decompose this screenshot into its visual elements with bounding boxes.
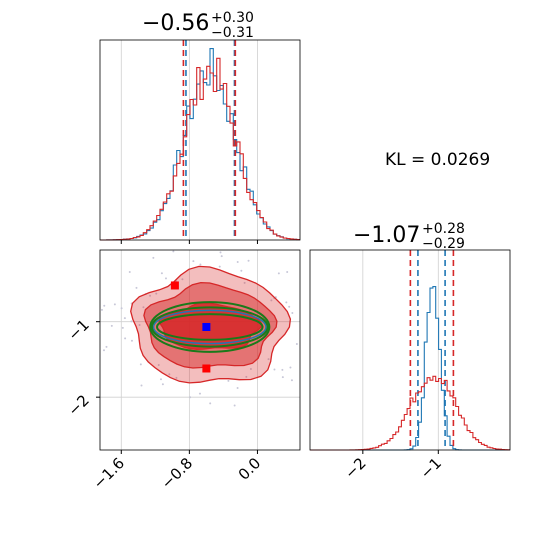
param2-median-label: −1.07 [353,223,420,248]
sample-point [164,277,167,280]
sample-point [189,396,192,399]
sample-point [192,260,195,263]
sample-point [130,339,133,342]
sample-point [181,278,184,281]
sample-point [247,259,250,262]
panel-frame [99,39,301,241]
sample-point [172,250,175,253]
truth-marker [202,322,211,331]
param2-lower-error: −0.29 [422,236,465,252]
tick-label: −1 [417,454,445,482]
sample-point [285,301,288,304]
param1-median-label: −0.56 [142,11,209,36]
sample-point [209,402,212,405]
tick-label: 0.0 [235,454,265,484]
sample-point [245,375,248,378]
sample-point [291,311,294,314]
sample-point [236,261,239,264]
sample-point [160,272,163,275]
sample-point [198,392,201,395]
sample-point [120,307,123,310]
sample-point [249,368,252,371]
sample-point [273,368,276,371]
tick-label: −1 [64,316,92,344]
sample-point [220,255,223,258]
sample-point [100,308,103,311]
sample-point [289,366,292,369]
sample-point [290,379,293,382]
sample-point [295,343,298,346]
sample-point [135,286,138,289]
sample-point [267,358,270,361]
panel-frame [309,249,511,451]
sample-point [175,376,178,379]
sample-point [102,349,105,352]
sample-point [168,373,171,376]
sample-point [161,383,164,386]
param1-title: −0.56 +0.30 −0.31 [142,10,254,41]
sample-point [140,384,143,387]
fisher-ellipse-green [149,301,271,353]
histogram-red [100,57,300,241]
sample-point [103,304,106,307]
param1-lower-error: −0.31 [211,25,254,41]
tick-label: −2 [64,391,92,419]
sample-point [157,363,160,366]
panel-frame [99,249,301,451]
kl-divergence-label: KL = 0.0269 [385,150,490,170]
sample-point [110,324,113,327]
sample-point [130,320,133,323]
sample-point [199,263,202,266]
sample-point [281,368,284,371]
joint-density-panel [99,249,301,451]
sample-point [243,281,246,284]
sample-point [138,323,141,326]
histogram-param2 [309,249,511,451]
sample-point [218,265,221,268]
sample-point [233,404,236,407]
sample-point [286,271,289,274]
param2-upper-error: +0.28 [422,221,465,237]
sample-point [288,305,291,308]
param2-title: −1.07 +0.28 −0.29 [353,221,465,252]
sample-point [270,299,273,302]
sample-point [219,251,222,254]
sample-point [281,376,284,379]
tick-label: −0.8 [158,454,196,492]
density-contour-blue [152,309,267,345]
truth-marker [170,281,179,290]
sample-point [155,292,158,295]
truth-marker [202,364,211,373]
sample-point [105,345,108,348]
sample-point [124,337,127,340]
sample-point [277,272,280,275]
sample-point [240,269,243,272]
tick-label: −2 [341,454,369,482]
sample-point [142,306,145,309]
tick-label: −1.6 [90,454,128,492]
sample-point [236,387,239,390]
fisher-ellipse-green [150,306,269,348]
fisher-ellipse-green [156,313,264,341]
param1-upper-error: +0.30 [211,10,254,26]
sample-point [113,303,116,306]
sample-point [139,363,142,366]
sample-point [121,326,124,329]
sample-point [159,378,162,381]
sample-point [152,256,155,259]
sample-point [128,270,131,273]
sample-point [149,294,152,297]
sample-point [123,317,126,320]
histogram-param1 [99,39,301,241]
sample-point [227,379,230,382]
